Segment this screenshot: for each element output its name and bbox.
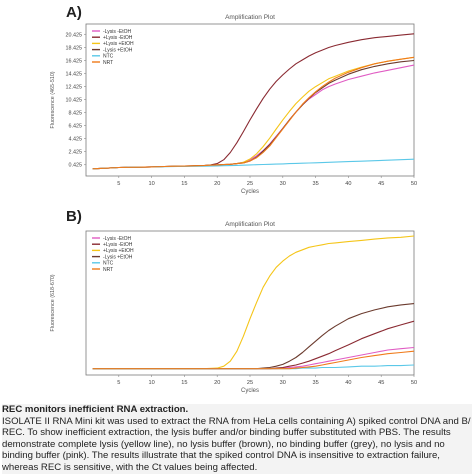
caption-body: ISOLATE II RNA Mini kit was used to extr…: [2, 415, 471, 473]
chart-a-legend-label: -Lysis +EtOH: [103, 47, 133, 53]
chart-b-xtick-label: 30: [280, 380, 286, 386]
chart-b-xtick-label: 40: [345, 380, 351, 386]
caption-title: REC monitors inefficient RNA extraction.: [2, 404, 189, 415]
panel-a: A) Amplification Plot 5 10 15 20 25 30 35 40 45 50…: [0, 0, 474, 202]
chart-a-y-axis-label: Fluorescence (465-510): [50, 71, 56, 128]
chart-a-xtick-label: 50: [411, 181, 417, 187]
chart-a-series-line-6: [92, 56, 415, 170]
chart-a-ytick-label: 16.425: [66, 58, 83, 64]
panel-a-label: A): [66, 4, 82, 21]
chart-a-legend-label: NRT: [103, 60, 113, 66]
chart-a-xtick-label: 40: [345, 181, 351, 187]
chart-a-xtick-label: 45: [378, 181, 384, 187]
chart-a-title: Amplification Plot: [225, 14, 275, 21]
chart-a-xtick-label: 25: [247, 181, 253, 187]
chart-a-x-axis-label: Cycles: [241, 189, 259, 195]
chart-b-series-line-6: [92, 350, 415, 370]
amplification-plot-b: Amplification Plot 5 10 15 20 25 30 35 40 45 50 Cyc…: [50, 221, 417, 394]
chart-a-xtick-label: 35: [312, 181, 318, 187]
chart-b-title: Amplification Plot: [225, 221, 275, 228]
chart-b-xtick-label: 5: [117, 380, 120, 386]
chart-b-legend-label: NTC: [103, 261, 114, 267]
chart-b-xtick-label: 15: [181, 380, 187, 386]
chart-b-xtick-label: 45: [378, 380, 384, 386]
chart-a-xtick-label: 30: [280, 181, 286, 187]
chart-b-xtick-label: 50: [411, 380, 417, 386]
chart-b-xtick-label: 20: [214, 380, 220, 386]
chart-a-ytick-label: 12.425: [66, 84, 83, 90]
panel-b-label: B): [66, 208, 82, 225]
chart-a-ytick-label: 10.425: [66, 98, 83, 104]
chart-a-xtick-label: 20: [214, 181, 220, 187]
chart-a-legend-label: -Lysis -EtOH: [103, 29, 132, 35]
chart-a-ytick-label: 6.425: [69, 124, 83, 130]
panel-b: B) Amplification Plot 5 10 15 20 25 30 35 40 45 50…: [0, 206, 474, 396]
chart-b-legend-label: -Lysis -EtOH: [103, 236, 132, 242]
chart-a-legend-label: +Lysis +EtOH: [103, 41, 134, 47]
chart-a-xtick-label: 5: [117, 181, 120, 187]
chart-b-y-axis-label: Fluorescence (618-670): [50, 274, 56, 331]
chart-a-plot-frame: [85, 23, 415, 177]
chart-a-ytick-label: 0.425: [69, 163, 83, 169]
chart-b-legend-label: +Lysis +EtOH: [103, 248, 134, 254]
chart-b-xtick-label: 10: [148, 380, 154, 386]
chart-a-ytick-label: 4.425: [69, 137, 83, 143]
chart-b-legend-label: +Lysis -EtOH: [103, 242, 133, 248]
chart-a-ytick-label: 20.425: [66, 32, 83, 38]
chart-a-xtick-label: 15: [181, 181, 187, 187]
chart-b-legend-label: NRT: [103, 267, 113, 273]
chart-b-x-axis-label: Cycles: [241, 388, 259, 394]
chart-a-ytick-label: 2.425: [69, 150, 83, 156]
chart-a-ytick-label: 8.425: [69, 111, 83, 117]
figure-caption: REC monitors inefficient RNA extraction.…: [2, 404, 472, 474]
chart-b-plot-frame: [85, 230, 415, 376]
chart-b-legend-label: -Lysis +EtOH: [103, 254, 133, 260]
chart-a-ytick-label: 18.425: [66, 45, 83, 51]
chart-a-legend-label: NTC: [103, 54, 114, 60]
chart-a-legend-label: +Lysis -EtOH: [103, 35, 133, 41]
amplification-plot-a: Amplification Plot 5 10 15 20 25 30 35 40 45 50 0.4…: [50, 14, 417, 195]
chart-b-xtick-label: 35: [312, 380, 318, 386]
chart-a-xtick-label: 10: [148, 181, 154, 187]
chart-a-ytick-label: 14.425: [66, 71, 83, 77]
chart-b-xtick-label: 25: [247, 380, 253, 386]
